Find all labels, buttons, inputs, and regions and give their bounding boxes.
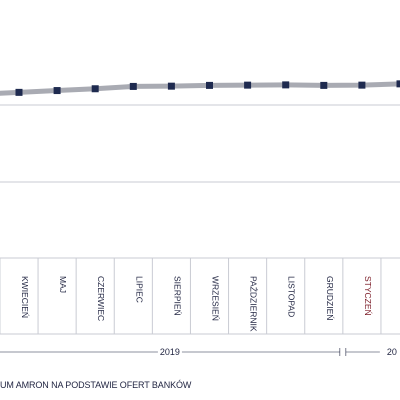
data-markers [15, 80, 400, 96]
data-point-luty [396, 80, 400, 88]
data-point-lipiec [129, 82, 137, 90]
x-tick-label: KWIECIEŃ [20, 276, 30, 318]
year-label: 20 [387, 347, 397, 357]
series-line-path [0, 81, 400, 96]
x-tick-label: GRUDZIEŃ [325, 276, 335, 320]
x-tick-label: WRZESIEŃ [211, 276, 221, 321]
data-point-maj [53, 87, 61, 95]
year-label: 2019 [160, 347, 180, 357]
data-point-styczeń [358, 81, 366, 89]
source-note: UM AMRON NA PODSTAWIE OFERT BANKÓW [0, 380, 192, 390]
x-tick-label: CZERWIEC [96, 276, 106, 321]
data-point-czerwiec [91, 85, 99, 93]
year-groups: 2019 20 [0, 347, 397, 357]
data-point-grudzień [320, 81, 328, 89]
x-tick-label: LIPIEC [134, 276, 144, 303]
x-tick-label: SIERPIEŃ [172, 276, 182, 316]
x-tick-label: MAJ [58, 276, 68, 293]
x-tick-label: LISTOPAD [287, 276, 297, 317]
chart-grid [0, 104, 400, 259]
data-point-sierpień [167, 82, 175, 90]
x-tick-label: PAŹDZIERNIK [249, 276, 259, 332]
series-line [0, 81, 400, 96]
data-point-kwiecień [15, 88, 23, 96]
data-point-wrzesień [206, 81, 213, 89]
data-point-październik [244, 81, 252, 89]
data-point-listopad [282, 81, 290, 89]
x-tick-label: STYCZEŃ [363, 276, 373, 316]
x-axis: KWIECIEŃ MAJ CZERWIEC LIPIEC SIERPIEŃ WRZESIE… [0, 258, 400, 335]
